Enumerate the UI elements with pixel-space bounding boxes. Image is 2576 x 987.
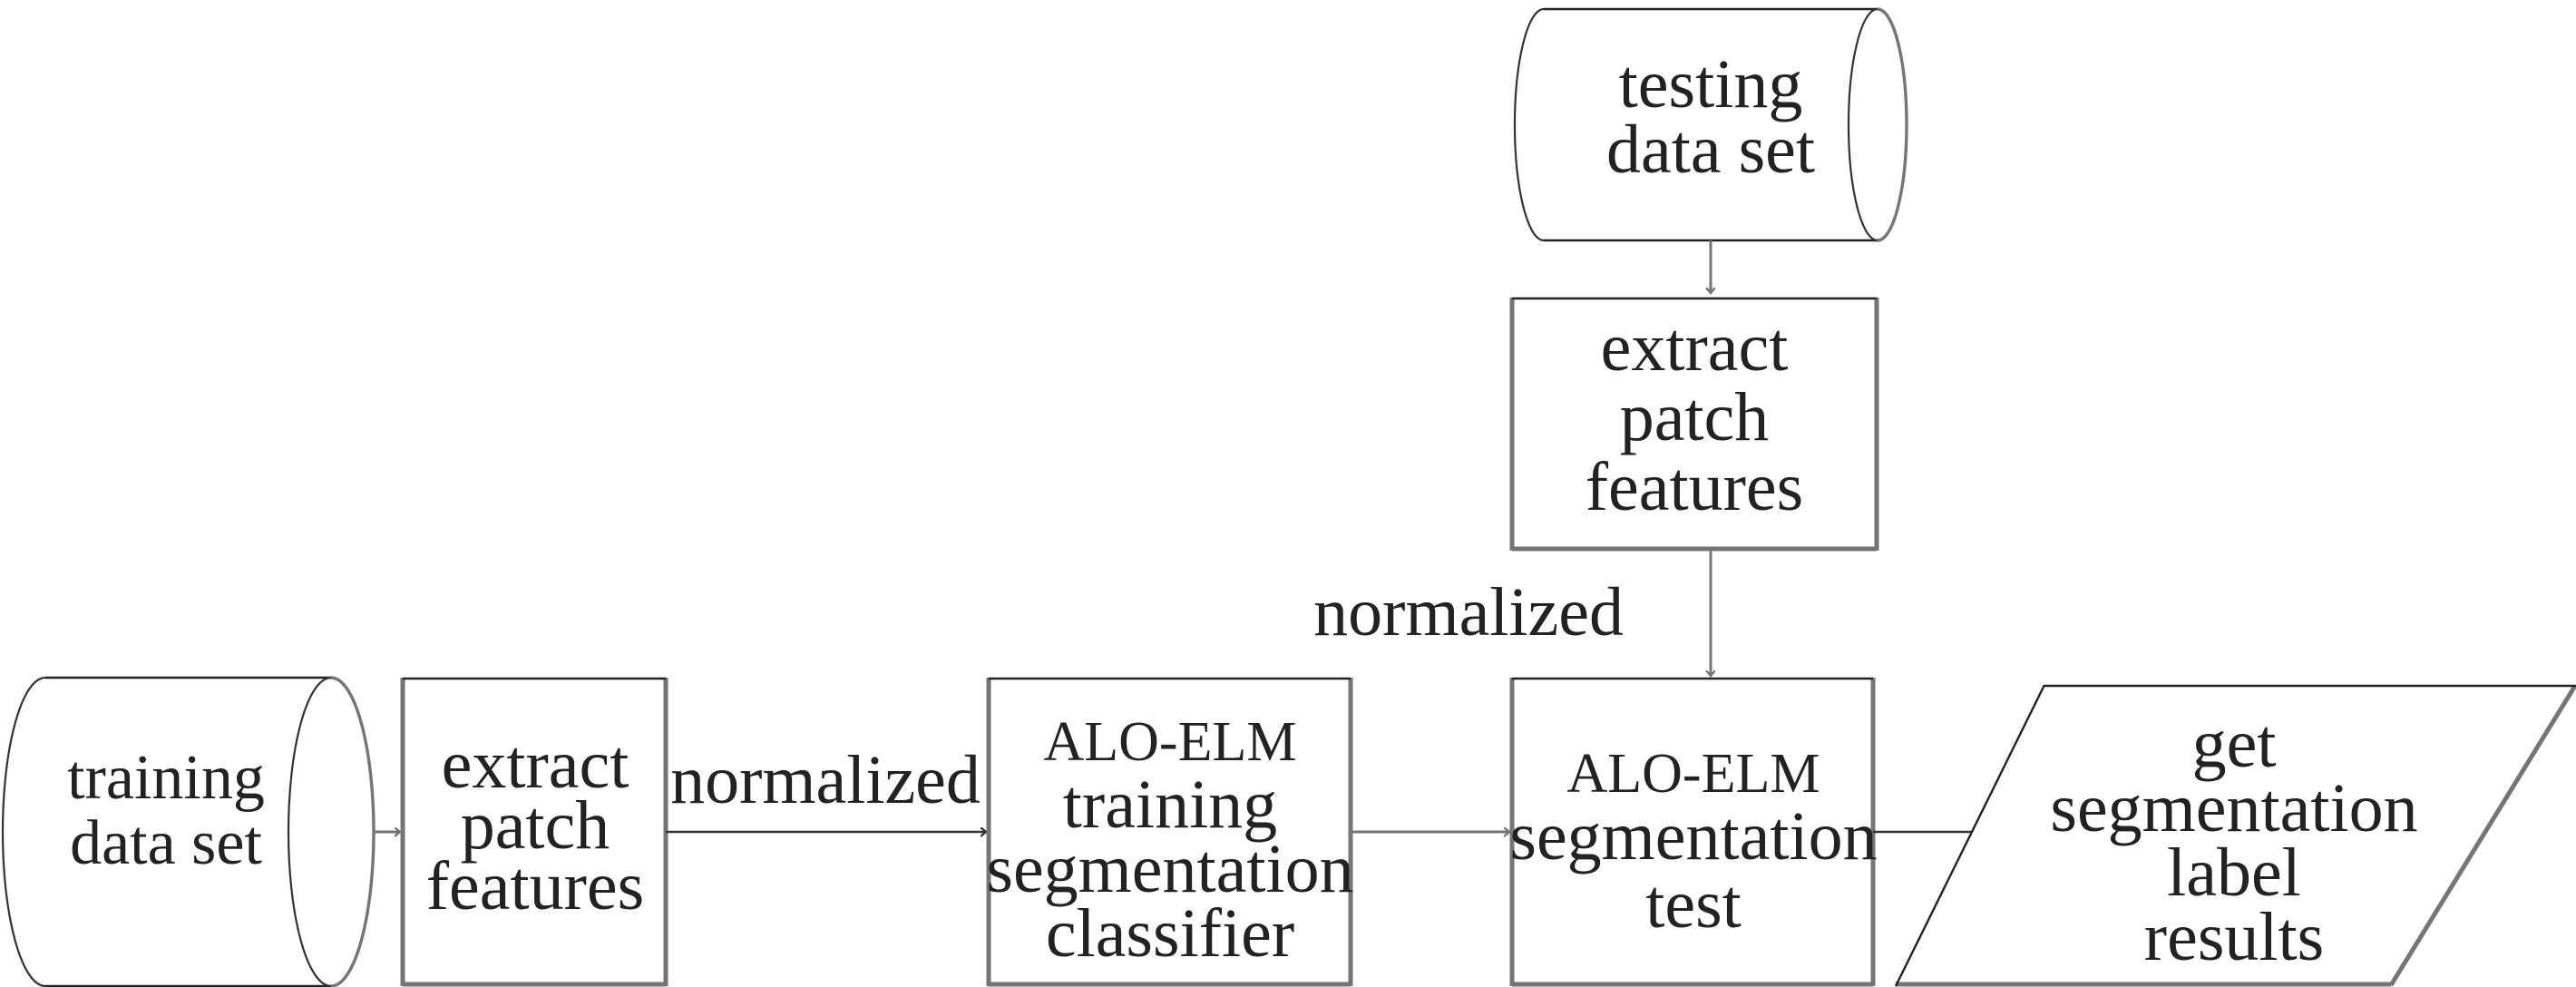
svg-text:segmentation: segmentation	[1509, 798, 1877, 875]
svg-text:data set: data set	[70, 808, 262, 878]
svg-text:normalized: normalized	[1313, 574, 1624, 650]
svg-text:extract: extract	[1601, 309, 1789, 386]
svg-text:ALO-ELM: ALO-ELM	[1567, 743, 1820, 805]
svg-text:patch: patch	[1620, 379, 1770, 455]
svg-text:data set: data set	[1606, 112, 1815, 188]
svg-text:ALO-ELM: ALO-ELM	[1044, 711, 1297, 773]
svg-text:training: training	[67, 743, 265, 813]
svg-text:classifier: classifier	[1046, 895, 1294, 972]
svg-text:test: test	[1645, 866, 1742, 943]
svg-text:features: features	[1586, 449, 1804, 525]
svg-text:results: results	[2144, 899, 2324, 975]
svg-text:features: features	[426, 848, 645, 924]
svg-text:normalized: normalized	[670, 742, 981, 818]
